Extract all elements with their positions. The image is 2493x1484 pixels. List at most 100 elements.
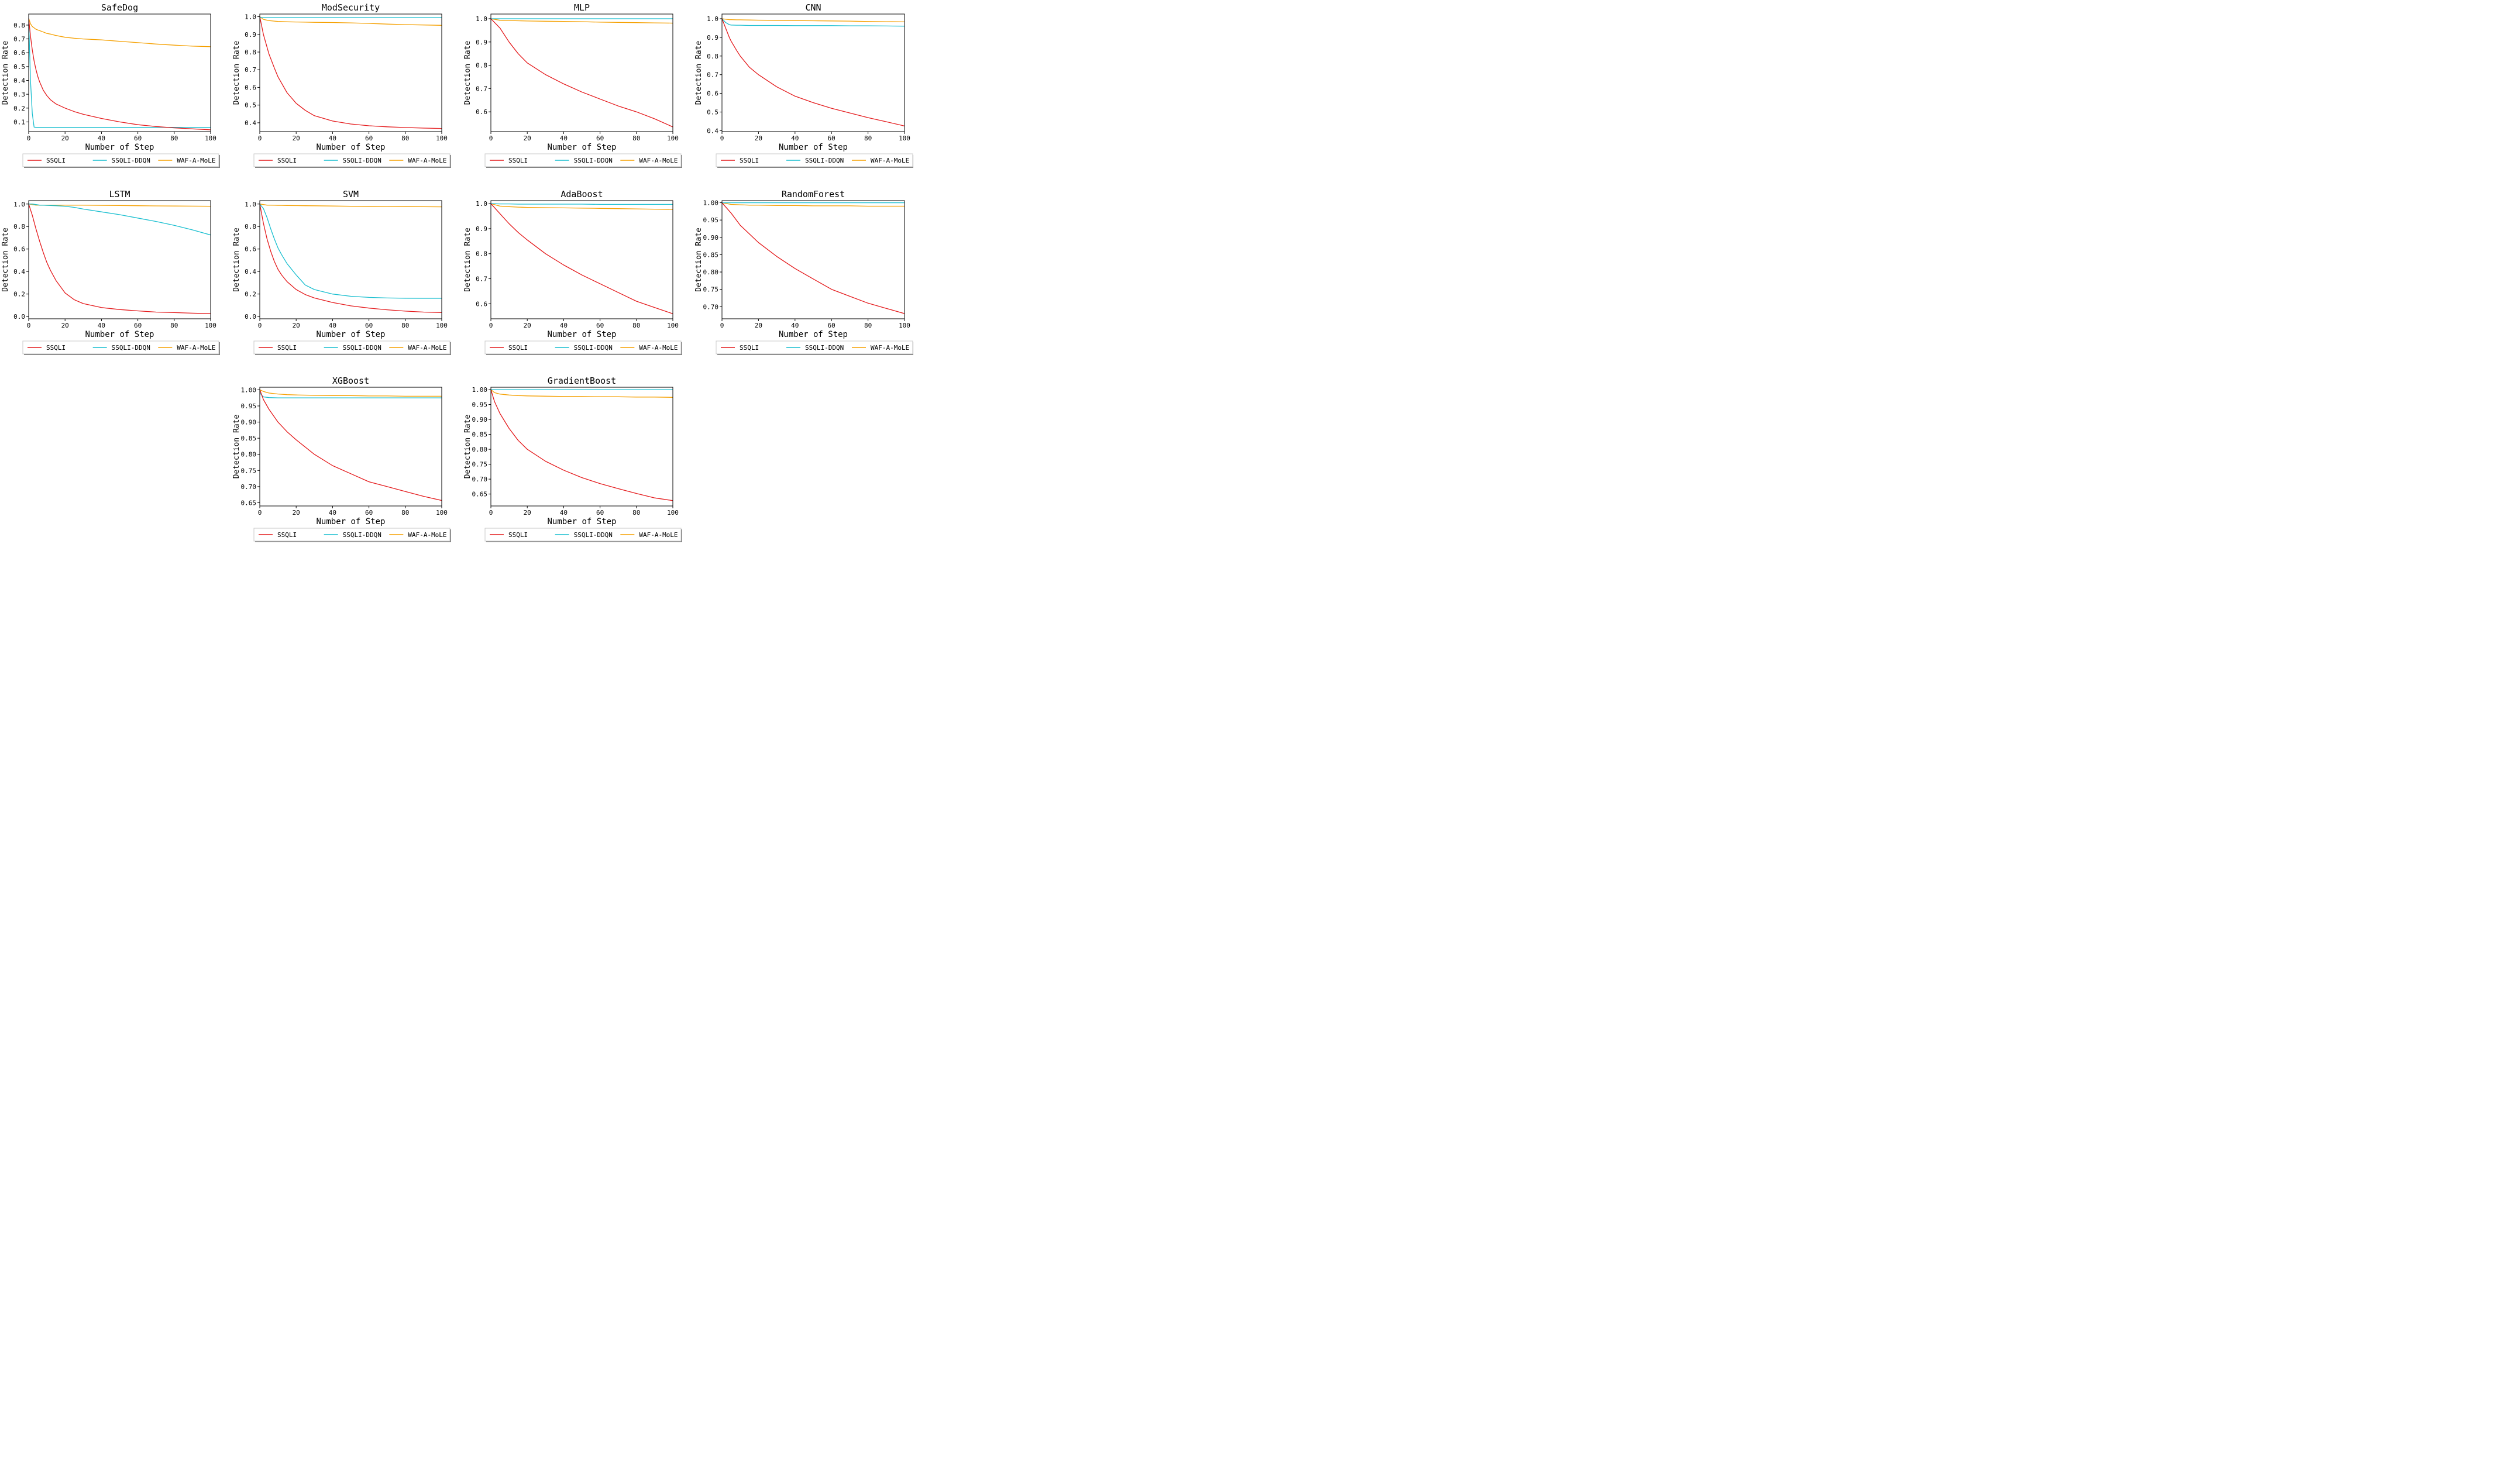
x-tick-label: 80 <box>170 322 178 329</box>
x-tick-label: 60 <box>365 509 373 517</box>
x-tick-label: 0 <box>720 322 724 329</box>
x-tick-label: 20 <box>293 509 300 517</box>
x-tick-label: 100 <box>205 135 216 142</box>
x-tick-label: 40 <box>98 322 105 329</box>
x-tick-label: 20 <box>524 322 531 329</box>
y-tick-label: 1.0 <box>707 15 718 23</box>
series-line-ssqli-ddqn <box>29 204 211 236</box>
y-tick-label: 0.8 <box>13 223 25 230</box>
series-line-waf-a-mole <box>260 16 442 26</box>
x-tick-label: 60 <box>134 322 142 329</box>
series-line-ssqli-ddqn <box>260 392 442 398</box>
series-line-ssqli <box>491 18 673 128</box>
x-tick-label: 0 <box>489 509 493 517</box>
plot-frame <box>259 13 442 132</box>
y-tick-label: 0.85 <box>703 251 719 259</box>
x-tick-label: 40 <box>791 322 799 329</box>
x-tick-label: 60 <box>828 322 835 329</box>
x-tick-label: 60 <box>596 322 604 329</box>
series-lines <box>29 18 211 130</box>
y-tick-label: 0.75 <box>703 286 719 294</box>
plot-frame <box>259 387 442 507</box>
legend-box <box>22 340 219 354</box>
y-tick-label: 0.70 <box>703 303 719 311</box>
y-tick-label: 0.6 <box>245 246 256 253</box>
x-axis-label: Number of Step <box>779 330 848 339</box>
y-tick-label: 0.95 <box>703 216 719 224</box>
x-tick-label: 20 <box>755 322 762 329</box>
x-axis-label: Number of Step <box>779 143 848 152</box>
panel-adaboost: AdaBoost 0 20 40 60 80 100 0.6 0.7 0.8 0.9 1.0 Numbe… <box>463 189 682 355</box>
x-tick-label: 100 <box>436 135 448 142</box>
y-tick-label: 0.80 <box>241 451 257 459</box>
x-axis-label: Number of Step <box>316 517 385 526</box>
series-line-waf-a-mole <box>722 202 905 207</box>
series-line-ssqli <box>260 390 442 501</box>
y-axis-label: Detection Rate <box>232 415 241 479</box>
y-tick-label: 0.75 <box>241 467 257 474</box>
series-line-ssqli <box>260 204 442 314</box>
x-tick-label: 60 <box>134 135 142 142</box>
legend-label-ssqli: SSQLI <box>508 344 528 352</box>
y-axis-label: Detection Rate <box>463 41 472 105</box>
legend: SSQLI SSQLI-DDQN WAF-A-MoLE <box>22 340 220 355</box>
legend-label-ssqli: SSQLI <box>740 344 759 352</box>
plot-frame <box>490 387 673 507</box>
legend-label-ssqli-ddqn: SSQLI-DDQN <box>805 157 844 164</box>
legend-label-waf-a-mole: WAF-A-MoLE <box>408 344 446 352</box>
legend-box <box>253 528 451 542</box>
x-tick-label: 40 <box>560 135 568 142</box>
x-tick-label: 0 <box>258 135 262 142</box>
x-tick-label: 80 <box>864 322 872 329</box>
y-tick-label: 0.90 <box>472 416 488 423</box>
legend-label-ssqli-ddqn: SSQLI-DDQN <box>574 157 613 164</box>
x-tick-label: 60 <box>365 322 373 329</box>
y-tick-label: 0.4 <box>13 268 25 276</box>
series-line-waf-a-mole <box>491 389 673 398</box>
legend-box <box>484 153 682 167</box>
y-axis-label: Detection Rate <box>1 41 10 105</box>
chart-title: MLP <box>574 2 590 13</box>
y-tick-label: 1.0 <box>476 15 487 23</box>
panel-modsecurity: ModSecurity 0 20 40 60 80 100 0.4 0.5 0.6 0.7 0.8 0.… <box>232 2 451 168</box>
x-tick-label: 20 <box>61 135 69 142</box>
panel-mlp: MLP 0 20 40 60 80 100 0.6 0.7 0.8 0.9 1.0 Number of … <box>463 2 682 168</box>
legend-label-ssqli: SSQLI <box>46 344 66 352</box>
legend-label-waf-a-mole: WAF-A-MoLE <box>639 344 678 352</box>
legend: SSQLI SSQLI-DDQN WAF-A-MoLE <box>253 528 451 542</box>
legend-label-ssqli: SSQLI <box>740 157 759 164</box>
plot-frame <box>721 13 905 132</box>
x-axis-label: Number of Step <box>547 517 616 526</box>
x-tick-label: 60 <box>596 509 604 517</box>
y-tick-label: 0.8 <box>476 250 487 258</box>
y-tick-label: 0.75 <box>472 461 488 469</box>
y-tick-label: 0.9 <box>476 225 487 233</box>
chart-title: XGBoost <box>332 376 369 386</box>
x-tick-label: 0 <box>258 509 262 517</box>
x-tick-label: 40 <box>329 135 336 142</box>
panel-cnn: CNN 0 20 40 60 80 100 0.4 0.5 0.6 0.7 0.8 0.9 1.0 Numb… <box>694 2 913 168</box>
chart-title: GradientBoost <box>548 376 616 386</box>
x-tick-label: 60 <box>365 135 373 142</box>
y-tick-label: 1.00 <box>703 199 719 207</box>
series-line-ssqli <box>722 202 905 314</box>
legend-label-ssqli: SSQLI <box>46 157 66 164</box>
x-axis-label: Number of Step <box>85 330 154 339</box>
y-tick-label: 0.4 <box>13 77 25 85</box>
legend-box <box>484 528 682 542</box>
chart-title: SVM <box>343 189 359 199</box>
x-tick-label: 60 <box>596 135 604 142</box>
y-tick-label: 0.4 <box>245 268 256 276</box>
y-tick-label: 1.00 <box>472 386 488 394</box>
y-tick-label: 1.0 <box>13 201 25 208</box>
x-tick-label: 20 <box>755 135 762 142</box>
y-tick-label: 0.8 <box>245 49 256 56</box>
legend-label-ssqli-ddqn: SSQLI-DDQN <box>574 344 613 352</box>
legend: SSQLI SSQLI-DDQN WAF-A-MoLE <box>484 153 682 168</box>
legend-label-ssqli: SSQLI <box>508 157 528 164</box>
y-tick-label: 0.7 <box>13 36 25 43</box>
y-tick-label: 0.65 <box>472 491 488 498</box>
x-tick-label: 20 <box>61 322 69 329</box>
legend-label-waf-a-mole: WAF-A-MoLE <box>177 344 215 352</box>
legend: SSQLI SSQLI-DDQN WAF-A-MoLE <box>253 153 451 168</box>
